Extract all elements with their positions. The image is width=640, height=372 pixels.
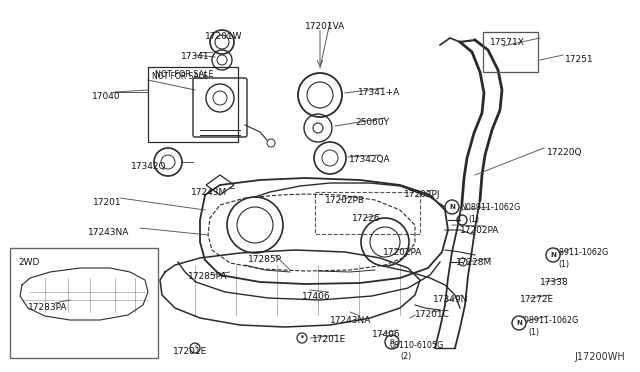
Text: N08911-1062G: N08911-1062G <box>518 316 579 325</box>
Text: 17338: 17338 <box>540 278 569 287</box>
Text: 17226: 17226 <box>352 214 381 223</box>
Text: 17201: 17201 <box>93 198 122 207</box>
Text: 17285P: 17285P <box>248 255 282 264</box>
Text: 17285PA: 17285PA <box>188 272 227 281</box>
Bar <box>10 248 158 358</box>
Text: NOT FOR SALE: NOT FOR SALE <box>152 72 208 81</box>
Text: 25060Y: 25060Y <box>355 118 389 127</box>
Text: 17201E: 17201E <box>173 347 207 356</box>
Text: 17243NA: 17243NA <box>330 316 371 325</box>
Text: (2): (2) <box>400 352 412 361</box>
Text: 17406: 17406 <box>372 330 401 339</box>
Text: 17342QA: 17342QA <box>349 155 390 164</box>
Text: N08911-1062G: N08911-1062G <box>548 248 608 257</box>
Text: 17201VA: 17201VA <box>305 22 345 31</box>
Text: (1): (1) <box>558 260 569 269</box>
Text: B: B <box>390 339 394 345</box>
Text: 17243NA: 17243NA <box>88 228 129 237</box>
Text: 17342Q: 17342Q <box>131 162 166 171</box>
Text: (1): (1) <box>528 328 539 337</box>
Text: 17201E: 17201E <box>312 335 346 344</box>
Text: 17283PA: 17283PA <box>28 303 67 312</box>
Bar <box>148 67 238 142</box>
Text: N: N <box>550 252 556 258</box>
Bar <box>483 32 538 72</box>
Text: 17571X: 17571X <box>490 38 525 47</box>
Text: 2WD: 2WD <box>18 258 40 267</box>
Text: 17341+A: 17341+A <box>358 88 400 97</box>
Text: 17251: 17251 <box>565 55 594 64</box>
Text: 17228M: 17228M <box>456 258 492 267</box>
Text: •: • <box>300 334 305 343</box>
Circle shape <box>445 200 459 214</box>
Text: 17201W: 17201W <box>205 32 243 41</box>
Text: 17243M: 17243M <box>191 188 227 197</box>
Text: 17202PA: 17202PA <box>460 226 499 235</box>
Bar <box>315 192 420 234</box>
Text: 17341: 17341 <box>181 52 210 61</box>
Text: 17040: 17040 <box>92 92 120 101</box>
Text: 17202PJ: 17202PJ <box>404 190 440 199</box>
Text: 17272E: 17272E <box>520 295 554 304</box>
Text: 17202PA: 17202PA <box>383 248 422 257</box>
Text: 17220Q: 17220Q <box>547 148 582 157</box>
Circle shape <box>546 248 560 262</box>
Text: 17202PB: 17202PB <box>325 196 365 205</box>
Text: 17349N: 17349N <box>433 295 468 304</box>
Circle shape <box>512 316 526 330</box>
Text: 17201C: 17201C <box>415 310 450 319</box>
Text: N: N <box>449 204 455 210</box>
Text: J17200WH: J17200WH <box>574 352 625 362</box>
Text: 17406: 17406 <box>302 292 331 301</box>
Text: 08110-6105G: 08110-6105G <box>390 341 444 350</box>
Text: N: N <box>516 320 522 326</box>
Text: N08911-1062G: N08911-1062G <box>460 203 520 212</box>
Text: NOT FOR SALE: NOT FOR SALE <box>155 70 214 79</box>
Text: (1): (1) <box>468 215 479 224</box>
